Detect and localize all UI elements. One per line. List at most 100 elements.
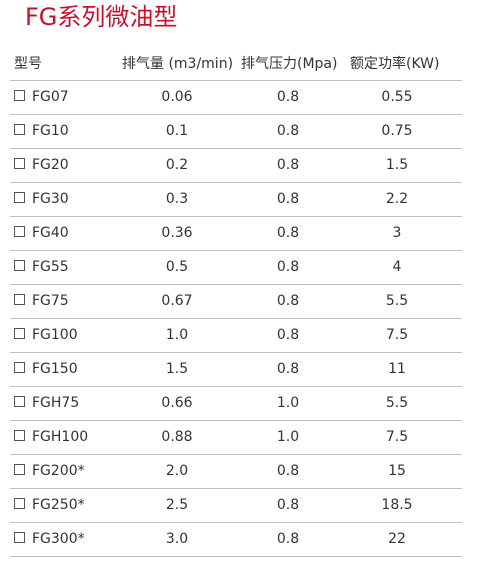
row-checkbox[interactable] bbox=[14, 498, 25, 509]
pressure-cell: 0.8 bbox=[276, 463, 300, 479]
displacement-cell: 0.36 bbox=[161, 225, 193, 241]
displacement-cell: 0.2 bbox=[165, 157, 189, 173]
pressure-cell: 0.8 bbox=[276, 293, 300, 309]
pressure-cell: 0.8 bbox=[276, 497, 300, 513]
displacement-cell: 0.5 bbox=[165, 259, 189, 275]
row-checkbox[interactable] bbox=[14, 396, 25, 407]
power-cell: 22 bbox=[388, 531, 406, 547]
row-checkbox[interactable] bbox=[14, 260, 25, 271]
header-model: 型号 bbox=[14, 56, 42, 72]
pressure-cell: 0.8 bbox=[276, 225, 300, 241]
model-cell: FG200* bbox=[14, 455, 85, 489]
table-row: FG40 0.36 0.8 3 bbox=[10, 217, 462, 251]
model-name: FGH75 bbox=[32, 395, 80, 411]
model-cell: FGH100 bbox=[14, 421, 88, 455]
model-cell: FG07 bbox=[14, 81, 69, 115]
row-checkbox[interactable] bbox=[14, 328, 25, 339]
pressure-cell: 0.8 bbox=[276, 191, 300, 207]
model-cell: FG75 bbox=[14, 285, 69, 319]
model-name: FG300* bbox=[32, 531, 85, 547]
model-name: FG75 bbox=[32, 293, 69, 309]
model-name: FG10 bbox=[32, 123, 69, 139]
row-checkbox[interactable] bbox=[14, 532, 25, 543]
pressure-cell: 0.8 bbox=[276, 361, 300, 377]
pressure-cell: 0.8 bbox=[276, 259, 300, 275]
displacement-cell: 0.1 bbox=[165, 123, 189, 139]
model-cell: FG20 bbox=[14, 149, 69, 183]
table-row: FG200* 2.0 0.8 15 bbox=[10, 455, 462, 489]
model-name: FG200* bbox=[32, 463, 85, 479]
table-row: FGH75 0.66 1.0 5.5 bbox=[10, 387, 462, 421]
row-checkbox[interactable] bbox=[14, 124, 25, 135]
displacement-cell: 3.0 bbox=[165, 531, 189, 547]
table-row: FG10 0.1 0.8 0.75 bbox=[10, 115, 462, 149]
model-name: FG250* bbox=[32, 497, 85, 513]
power-cell: 7.5 bbox=[385, 429, 409, 445]
model-cell: FG40 bbox=[14, 217, 69, 251]
model-name: FGH100 bbox=[32, 429, 89, 445]
power-cell: 1.5 bbox=[385, 157, 409, 173]
power-cell: 5.5 bbox=[385, 395, 409, 411]
displacement-cell: 0.88 bbox=[161, 429, 193, 445]
page-title: FG系列微油型 bbox=[25, 3, 178, 31]
row-checkbox[interactable] bbox=[14, 430, 25, 441]
row-checkbox[interactable] bbox=[14, 158, 25, 169]
model-name: FG100 bbox=[32, 327, 78, 343]
power-cell: 0.75 bbox=[381, 123, 413, 139]
row-checkbox[interactable] bbox=[14, 294, 25, 305]
model-name: FG07 bbox=[32, 89, 69, 105]
displacement-cell: 1.0 bbox=[165, 327, 189, 343]
displacement-cell: 0.3 bbox=[165, 191, 189, 207]
table-row: FG150 1.5 0.8 11 bbox=[10, 353, 462, 387]
model-name: FG150 bbox=[32, 361, 78, 377]
table-row: FG300* 3.0 0.8 22 bbox=[10, 523, 462, 557]
model-cell: FG300* bbox=[14, 523, 85, 557]
table-row: FG55 0.5 0.8 4 bbox=[10, 251, 462, 285]
model-cell: FGH75 bbox=[14, 387, 79, 421]
model-name: FG40 bbox=[32, 225, 69, 241]
pressure-cell: 0.8 bbox=[276, 157, 300, 173]
model-cell: FG30 bbox=[14, 183, 69, 217]
table-row: FG30 0.3 0.8 2.2 bbox=[10, 183, 462, 217]
model-cell: FG10 bbox=[14, 115, 69, 149]
row-checkbox[interactable] bbox=[14, 90, 25, 101]
table-body: FG07 0.06 0.8 0.55 FG10 0.1 0.8 0.75 FG20 0.2 0.8 1… bbox=[10, 81, 462, 557]
pressure-cell: 0.8 bbox=[276, 327, 300, 343]
model-cell: FG100 bbox=[14, 319, 78, 353]
power-cell: 4 bbox=[392, 259, 402, 275]
table-row: FG100 1.0 0.8 7.5 bbox=[10, 319, 462, 353]
model-name: FG20 bbox=[32, 157, 69, 173]
power-cell: 11 bbox=[388, 361, 406, 377]
power-cell: 18.5 bbox=[381, 497, 413, 513]
model-name: FG30 bbox=[32, 191, 69, 207]
power-cell: 5.5 bbox=[385, 293, 409, 309]
displacement-cell: 0.06 bbox=[161, 89, 193, 105]
displacement-cell: 2.5 bbox=[165, 497, 189, 513]
model-cell: FG250* bbox=[14, 489, 85, 523]
header-power: 额定功率(KW) bbox=[350, 56, 440, 72]
model-cell: FG150 bbox=[14, 353, 78, 387]
displacement-cell: 0.66 bbox=[161, 395, 193, 411]
table-header: 型号 排气量 (m3/min) 排气压力(Mpa) 额定功率(KW) bbox=[10, 48, 462, 81]
table-row: FG20 0.2 0.8 1.5 bbox=[10, 149, 462, 183]
pressure-cell: 1.0 bbox=[276, 429, 300, 445]
pressure-cell: 1.0 bbox=[276, 395, 300, 411]
displacement-cell: 0.67 bbox=[161, 293, 193, 309]
power-cell: 15 bbox=[388, 463, 406, 479]
power-cell: 2.2 bbox=[385, 191, 409, 207]
pressure-cell: 0.8 bbox=[276, 123, 300, 139]
table-row: FG07 0.06 0.8 0.55 bbox=[10, 81, 462, 115]
power-cell: 3 bbox=[392, 225, 402, 241]
displacement-cell: 2.0 bbox=[165, 463, 189, 479]
row-checkbox[interactable] bbox=[14, 192, 25, 203]
row-checkbox[interactable] bbox=[14, 362, 25, 373]
row-checkbox[interactable] bbox=[14, 464, 25, 475]
spec-table: 型号 排气量 (m3/min) 排气压力(Mpa) 额定功率(KW) FG07 0… bbox=[10, 48, 462, 557]
table-row: FG250* 2.5 0.8 18.5 bbox=[10, 489, 462, 523]
model-cell: FG55 bbox=[14, 251, 69, 285]
displacement-cell: 1.5 bbox=[165, 361, 189, 377]
model-name: FG55 bbox=[32, 259, 69, 275]
row-checkbox[interactable] bbox=[14, 226, 25, 237]
pressure-cell: 0.8 bbox=[276, 531, 300, 547]
power-cell: 0.55 bbox=[381, 89, 413, 105]
